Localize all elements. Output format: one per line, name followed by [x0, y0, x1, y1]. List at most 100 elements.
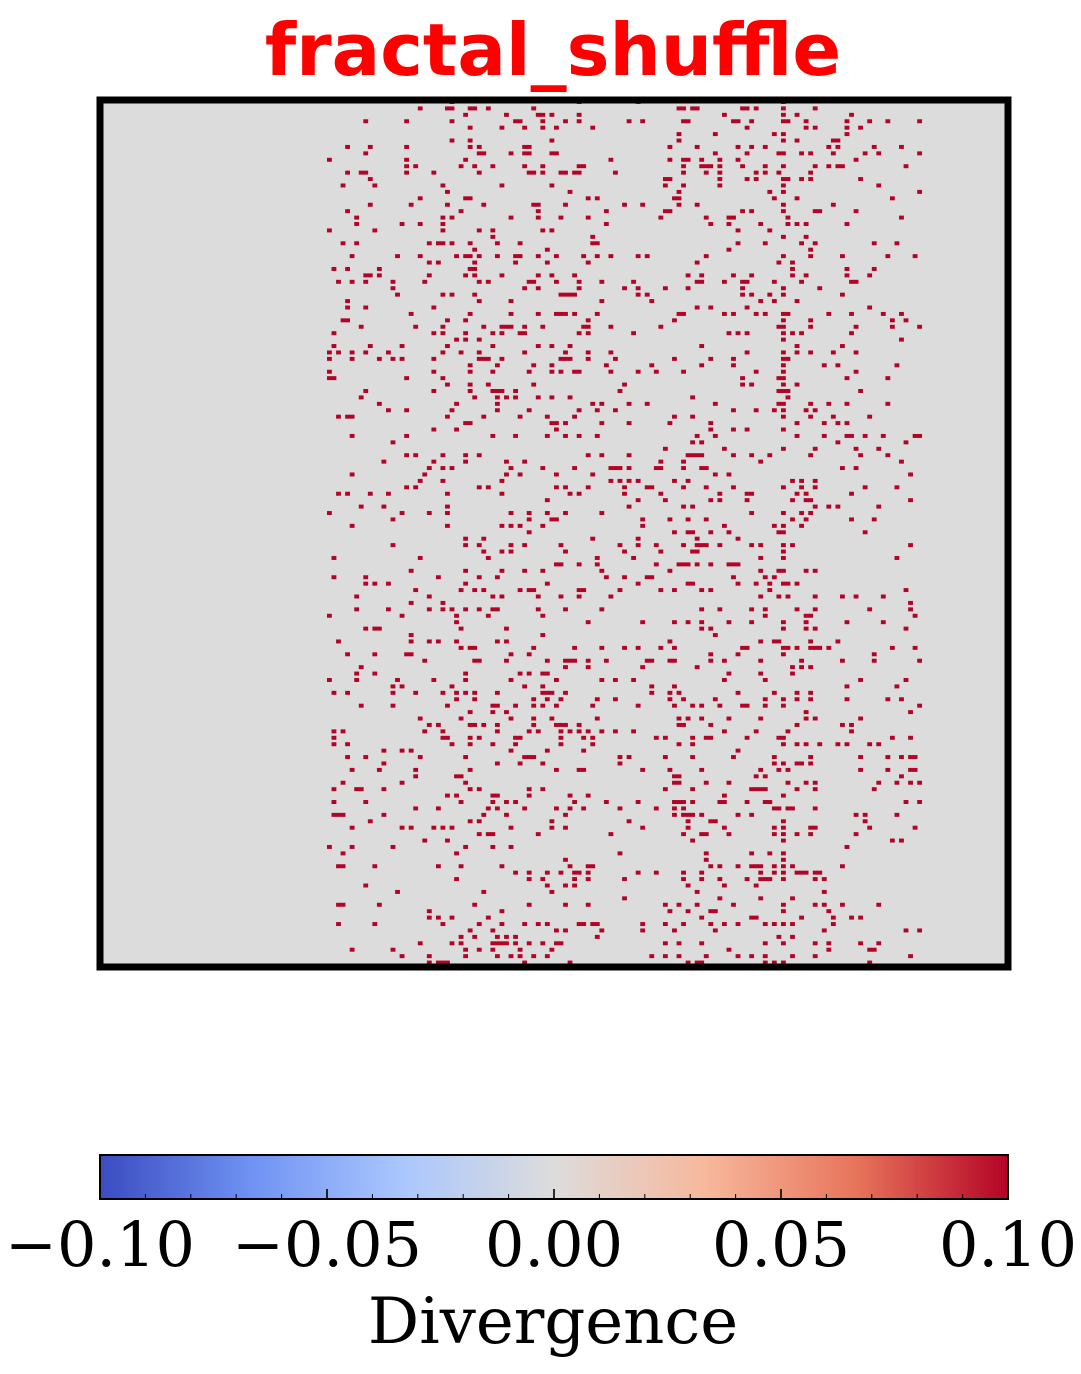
heatmap-cell — [708, 909, 714, 914]
heatmap-cell — [440, 222, 446, 227]
heatmap-cell — [785, 780, 791, 785]
heatmap-cell — [790, 543, 795, 548]
heatmap-cell — [835, 144, 841, 149]
heatmap-cell — [644, 485, 650, 490]
heatmap-cell — [590, 401, 596, 406]
heatmap-cell — [726, 671, 732, 676]
heatmap-cell — [554, 703, 559, 708]
heatmap-cell — [367, 344, 373, 349]
heatmap-cell — [699, 344, 705, 349]
heatmap-cell — [749, 292, 755, 297]
heatmap-cell — [681, 183, 686, 188]
heatmap-cell — [708, 421, 714, 426]
heatmap-cell — [508, 716, 514, 721]
heatmap-cell — [331, 344, 337, 349]
heatmap-cell — [812, 594, 818, 599]
heatmap-cell — [849, 729, 854, 734]
heatmap-cell — [504, 395, 509, 400]
heatmap-cell — [889, 838, 895, 843]
heatmap-cell — [781, 825, 786, 830]
heatmap-cell — [426, 960, 432, 965]
heatmap-cell — [912, 645, 918, 650]
heatmap-cell — [463, 755, 469, 760]
heatmap-cell — [426, 466, 432, 471]
heatmap-cell — [340, 780, 346, 785]
heatmap-cell — [522, 543, 528, 548]
heatmap-cell — [422, 279, 428, 284]
heatmap-cell — [494, 954, 500, 959]
heatmap-cell — [740, 209, 745, 214]
heatmap-cell — [749, 273, 755, 278]
heatmap-cell — [576, 286, 582, 291]
heatmap-cell — [349, 279, 355, 284]
heatmap-cell — [808, 690, 814, 695]
heatmap-cell — [749, 144, 755, 149]
heatmap-cell — [676, 132, 682, 137]
heatmap-cell — [494, 722, 500, 727]
heatmap-cell — [440, 241, 446, 246]
heatmap-cell — [794, 112, 800, 117]
heatmap-cell — [540, 125, 546, 130]
heatmap-cell — [463, 196, 469, 201]
heatmap-cell — [690, 800, 696, 805]
heatmap-cell — [735, 690, 741, 695]
heatmap-cell — [781, 356, 786, 361]
heatmap-cell — [762, 164, 768, 169]
heatmap-cell — [435, 722, 441, 727]
heatmap-cell — [422, 472, 428, 477]
heatmap-cell — [349, 472, 355, 477]
heatmap-cell — [590, 735, 596, 740]
heatmap-cell — [395, 678, 400, 682]
heatmap-cell — [803, 517, 809, 522]
heatmap-cell — [781, 376, 786, 381]
heatmap-cell — [540, 466, 546, 471]
heatmap-cell — [513, 941, 518, 946]
heatmap-cell — [762, 144, 768, 149]
heatmap-cell — [549, 151, 555, 156]
heatmap-cell — [717, 607, 723, 612]
heatmap-cell — [694, 960, 700, 965]
heatmap-cell — [544, 260, 550, 265]
heatmap-cell — [808, 639, 814, 644]
heatmap-cell — [781, 106, 786, 111]
heatmap-cell — [485, 915, 491, 920]
heatmap-cell — [662, 446, 668, 451]
heatmap-cell — [862, 819, 868, 824]
heatmap-cell — [463, 954, 469, 959]
heatmap-cell — [363, 389, 369, 393]
heatmap-cell — [830, 151, 836, 156]
heatmap-cell — [781, 960, 786, 965]
heatmap-cell — [803, 119, 809, 124]
heatmap-cell — [662, 954, 668, 959]
heatmap-cell — [740, 292, 745, 297]
heatmap-cell — [508, 466, 514, 471]
heatmap-cell — [440, 292, 446, 297]
heatmap-cell — [649, 575, 655, 580]
heatmap-cell — [794, 607, 800, 612]
heatmap-cell — [853, 466, 859, 471]
heatmap-cell — [494, 575, 500, 580]
heatmap-cell — [585, 260, 591, 265]
heatmap-cell — [585, 793, 591, 798]
heatmap-cell — [558, 870, 564, 875]
heatmap-cell — [771, 690, 777, 695]
heatmap-cell — [413, 774, 419, 779]
heatmap-cell — [376, 356, 382, 361]
heatmap-cell — [821, 902, 827, 907]
heatmap-cell — [485, 279, 491, 284]
heatmap-cell — [844, 401, 850, 406]
heatmap-cell — [554, 928, 559, 933]
heatmap-cell — [517, 947, 523, 952]
heatmap-cell — [781, 164, 786, 169]
heatmap-cell — [454, 337, 459, 342]
heatmap-cell — [549, 421, 555, 426]
heatmap-cell — [563, 511, 568, 516]
heatmap-cell — [490, 941, 496, 946]
heatmap-cell — [794, 787, 800, 792]
heatmap-cell — [544, 247, 550, 252]
heatmap-cell — [390, 947, 396, 952]
heatmap-cell — [812, 209, 818, 214]
heatmap-cell — [858, 915, 864, 920]
heatmap-cell — [794, 196, 800, 201]
heatmap-cell — [572, 645, 577, 650]
